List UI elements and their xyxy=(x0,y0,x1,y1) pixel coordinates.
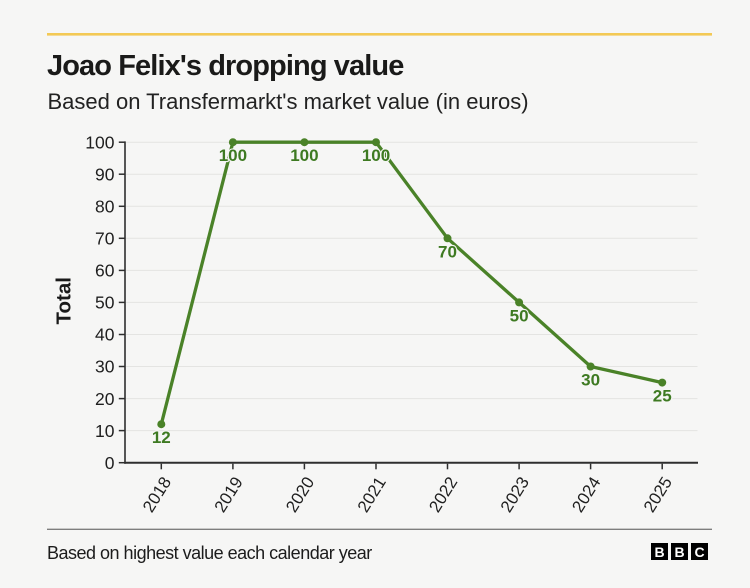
svg-text:90: 90 xyxy=(95,164,115,184)
svg-text:40: 40 xyxy=(95,325,115,345)
svg-text:B: B xyxy=(654,544,664,560)
svg-text:100: 100 xyxy=(85,132,114,152)
svg-text:Total: Total xyxy=(53,277,76,324)
svg-text:Joao Felix's dropping value: Joao Felix's dropping value xyxy=(47,50,404,82)
svg-text:80: 80 xyxy=(95,197,115,217)
svg-text:100: 100 xyxy=(219,146,247,165)
svg-text:20: 20 xyxy=(95,389,115,409)
svg-text:10: 10 xyxy=(95,421,115,441)
svg-text:100: 100 xyxy=(362,146,390,165)
svg-text:12: 12 xyxy=(152,428,171,447)
svg-text:100: 100 xyxy=(290,146,318,165)
svg-text:30: 30 xyxy=(581,371,600,390)
svg-text:70: 70 xyxy=(95,229,115,249)
svg-text:50: 50 xyxy=(95,293,115,313)
svg-text:70: 70 xyxy=(438,242,457,261)
svg-text:C: C xyxy=(694,544,704,560)
svg-text:B: B xyxy=(674,544,684,560)
svg-text:Based on highest value each ca: Based on highest value each calendar yea… xyxy=(47,543,372,563)
svg-text:0: 0 xyxy=(105,453,115,473)
svg-text:30: 30 xyxy=(95,357,115,377)
svg-text:25: 25 xyxy=(653,387,672,406)
svg-text:60: 60 xyxy=(95,261,115,281)
svg-text:50: 50 xyxy=(510,306,529,325)
svg-text:Based on Transfermarkt's marke: Based on Transfermarkt's market value (i… xyxy=(48,89,529,114)
